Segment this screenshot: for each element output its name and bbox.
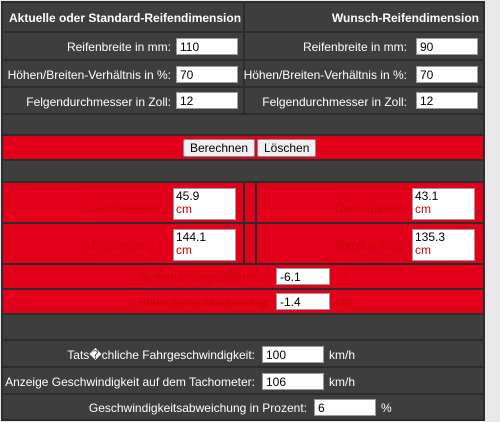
speed-deviation-unit: % [381,401,392,415]
divider-diameter [244,182,256,223]
diameter-desired-cell: Durchmesser: 43.1 cm [256,182,484,223]
divider-circumference [244,223,256,264]
row-width-desired: Reifenbreite in mm: [244,32,484,60]
ratio-input-desired[interactable] [416,66,478,83]
row-ratio-desired: Höhen/Breiten-Verhältnis in %: [244,60,484,87]
clearance-unit: cm [336,295,352,309]
row-ratio-current: Höhen/Breiten-Verhältnis in %: [2,60,244,87]
diameter-label-current: Durchmesser: [89,201,164,215]
diameter-unit-desired: cm [415,202,431,216]
circumference-value-current: 144.1 cm [173,229,236,261]
diameter-number-desired: 43.1 [415,189,439,203]
circumference-unit-current: cm [176,243,192,257]
diameter-value-desired: 43.1 cm [412,188,475,220]
diameter-current-cell: Durchmesser: 45.9 cm [2,182,244,223]
tire-calculator: Aktuelle oder Standard-Reifendimension W… [1,1,485,421]
header-current-cell: Aktuelle oder Standard-Reifendimension [2,2,244,32]
row-rim-current: Felgendurchmesser in Zoll: [2,87,244,114]
circumference-desired-cell: Abrollumfang: 135.3 cm [256,223,484,264]
width-label-desired: Reifenbreite in mm: [302,40,407,54]
ratio-label-current: Höhen/Breiten-Verhältnis in %: [7,68,171,82]
circ-diff-unit: % [336,270,347,284]
diameter-value-current: 45.9 cm [173,188,236,220]
buttons-row: Berechnen Löschen [2,135,484,160]
diameter-unit-current: cm [176,202,192,216]
circumference-current-cell: Abrollumfang: 144.1 cm [2,223,244,264]
speed-tacho-row: Anzeige Geschwindigkeit auf dem Tachomet… [2,367,484,394]
clearance-value [276,293,330,310]
rim-input-current[interactable] [176,92,238,109]
rim-label-current: Felgendurchmesser in Zoll: [26,95,171,109]
ratio-input-current[interactable] [176,66,238,83]
spacer-3 [2,314,484,340]
row-width-current: Reifenbreite in mm: [2,32,244,60]
calculate-button[interactable]: Berechnen [183,139,256,157]
header-desired-cell: Wunsch-Reifendimension [244,2,484,32]
clearance-label: Bodenfreiheitsänderung: [138,295,269,309]
speed-deviation-label: Geschwindigkeitsabweichung in Prozent: [88,401,307,415]
circ-diff-value [276,268,330,285]
clear-button[interactable]: Löschen [257,139,317,157]
speed-actual-row: Tats�chliche Fahrgeschwindigkeit: km/h [2,340,484,367]
spacer-1 [2,114,484,135]
speed-deviation-output [314,399,376,416]
diameter-number-current: 45.9 [176,189,200,203]
speed-actual-input[interactable] [262,346,324,363]
header-desired: Wunsch-Reifendimension [331,11,479,25]
row-rim-desired: Felgendurchmesser in Zoll: [244,87,484,114]
width-input-current[interactable] [176,38,238,55]
spacer-2 [2,160,484,182]
rim-input-desired[interactable] [416,92,478,109]
circ-diff-row: Reifenumfangsdifferenz: % [2,264,484,289]
clearance-row: Bodenfreiheitsänderung: cm [2,289,484,314]
circumference-number-desired: 135.3 [415,230,446,244]
ratio-label-desired: Höhen/Breiten-Verhältnis in %: [243,68,407,82]
speed-tacho-unit: km/h [329,375,356,389]
speed-actual-label: Tats�chliche Fahrgeschwindigkeit: [67,348,255,362]
width-label-current: Reifenbreite in mm: [66,40,171,54]
circumference-label-desired: Abrollumfang: [333,238,408,252]
speed-deviation-row: Geschwindigkeitsabweichung in Prozent: % [2,394,484,420]
header-current: Aktuelle oder Standard-Reifendimension [9,11,242,25]
width-input-desired[interactable] [416,38,478,55]
speed-tacho-input[interactable] [262,373,324,390]
speed-tacho-label: Anzeige Geschwindigkeit auf dem Tachomet… [5,375,255,389]
circ-diff-label: Reifenumfangsdifferenz: [139,270,269,284]
rim-label-desired: Felgendurchmesser in Zoll: [262,95,407,109]
circumference-label-current: Abrollumfang: [83,238,158,252]
speed-actual-unit: km/h [329,348,356,362]
circumference-value-desired: 135.3 cm [412,229,475,261]
circumference-unit-desired: cm [415,243,431,257]
diameter-label-desired: Durchmesser: [335,201,410,215]
circumference-number-current: 144.1 [176,230,207,244]
